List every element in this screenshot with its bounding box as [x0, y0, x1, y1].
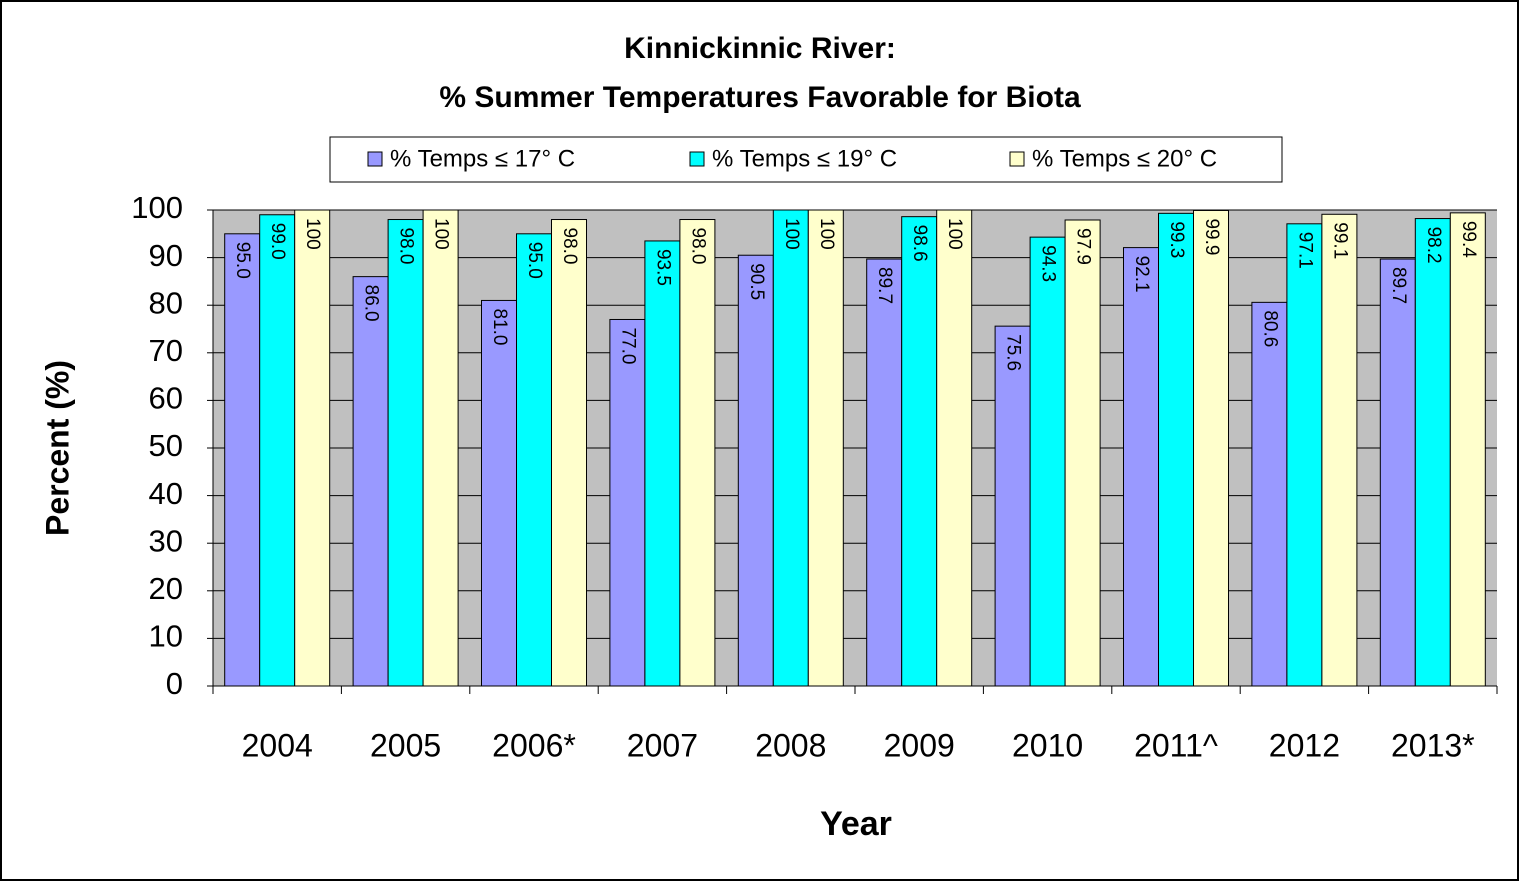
- value-label: 99.9: [1201, 218, 1222, 255]
- legend-label: % Temps ≤ 17° C: [390, 145, 575, 172]
- value-label: 92.1: [1131, 256, 1152, 293]
- value-label: 99.3: [1166, 221, 1187, 258]
- x-tick-label: 2006*: [492, 727, 576, 763]
- value-label: 98.2: [1423, 227, 1444, 264]
- chart-title: % Summer Temperatures Favorable for Biot…: [439, 81, 1081, 114]
- x-tick-label: 2010: [1012, 727, 1083, 763]
- bar: [866, 258, 903, 687]
- y-tick-label: 90: [149, 238, 183, 273]
- x-tick-label: 2004: [242, 727, 313, 763]
- value-label: 75.6: [1003, 334, 1024, 371]
- value-label: 90.5: [746, 263, 767, 300]
- y-tick-label: 50: [149, 428, 183, 463]
- y-tick-label: 60: [149, 381, 183, 416]
- value-label: 99.4: [1458, 221, 1479, 258]
- value-label: 100: [816, 218, 837, 250]
- bar: [1321, 213, 1358, 687]
- bar: [1193, 209, 1229, 687]
- legend-box: [329, 136, 1283, 183]
- bar: [259, 214, 296, 687]
- bar: [1286, 223, 1323, 687]
- bar: [1123, 247, 1159, 687]
- bar: [936, 209, 973, 687]
- y-tick-label: 30: [149, 523, 183, 558]
- bar: [1414, 218, 1451, 687]
- bar: [772, 209, 809, 687]
- bar: [901, 216, 938, 687]
- y-tick-label: 80: [149, 285, 183, 320]
- value-label: 100: [302, 218, 323, 250]
- bar: [1379, 258, 1416, 687]
- y-tick-label: 10: [149, 619, 183, 654]
- y-axis-label: Percent (%): [39, 360, 75, 536]
- value-label: 97.1: [1294, 232, 1315, 269]
- y-tick-label: 0: [166, 666, 183, 701]
- value-label: 98.6: [909, 225, 930, 262]
- legend-swatch: [367, 151, 383, 167]
- bar: [1251, 301, 1288, 687]
- chart-title: Kinnickinnic River:: [624, 32, 896, 65]
- y-tick-label: 100: [131, 190, 183, 225]
- bar: [551, 219, 587, 687]
- bar: [516, 233, 552, 687]
- value-label: 100: [781, 218, 802, 250]
- bar: [994, 325, 1031, 687]
- x-tick-label: 2011^: [1134, 727, 1218, 763]
- value-label: 93.5: [652, 249, 673, 286]
- y-tick-label: 40: [149, 476, 183, 511]
- bar: [1064, 219, 1101, 687]
- bar: [1158, 212, 1194, 687]
- legend-label: % Temps ≤ 19° C: [712, 145, 897, 172]
- value-label: 99.0: [267, 223, 288, 260]
- legend-swatch: [1009, 151, 1025, 167]
- legend-swatch: [689, 151, 705, 167]
- x-tick-label: 2013*: [1391, 727, 1475, 763]
- value-label: 89.7: [1388, 267, 1409, 304]
- bar: [422, 209, 459, 687]
- x-tick-label: 2008: [755, 727, 826, 763]
- value-label: 100: [431, 218, 452, 250]
- value-label: 97.9: [1073, 228, 1094, 265]
- value-label: 81.0: [489, 308, 510, 345]
- bar: [679, 219, 716, 687]
- value-label: 89.7: [874, 267, 895, 304]
- x-axis-label: Year: [820, 805, 892, 843]
- y-tick-label: 70: [149, 333, 183, 368]
- bar: [807, 209, 844, 687]
- bar: [644, 240, 681, 687]
- value-label: 98.0: [396, 228, 417, 265]
- value-label: 94.3: [1038, 245, 1059, 282]
- value-label: 77.0: [617, 327, 638, 364]
- x-tick-label: 2007: [627, 727, 698, 763]
- bar: [1449, 212, 1486, 687]
- x-tick-label: 2012: [1269, 727, 1340, 763]
- value-label: 86.0: [361, 285, 382, 322]
- value-label: 80.6: [1259, 310, 1280, 347]
- bar: [1029, 236, 1066, 687]
- value-label: 95.0: [232, 242, 253, 279]
- value-label: 99.1: [1329, 222, 1350, 259]
- bar: [737, 254, 774, 687]
- value-label: 95.0: [524, 242, 545, 279]
- x-tick-label: 2005: [370, 727, 441, 763]
- bar: [224, 233, 261, 687]
- y-tick-label: 20: [149, 571, 183, 606]
- x-tick-label: 2009: [884, 727, 955, 763]
- value-label: 98.0: [687, 228, 708, 265]
- value-label: 100: [944, 218, 965, 250]
- bar: [387, 219, 424, 687]
- bar: [609, 318, 646, 687]
- bar: [481, 299, 517, 687]
- value-label: 98.0: [559, 228, 580, 265]
- bar: [294, 209, 331, 687]
- legend-label: % Temps ≤ 20° C: [1032, 145, 1217, 172]
- bar: [352, 276, 389, 687]
